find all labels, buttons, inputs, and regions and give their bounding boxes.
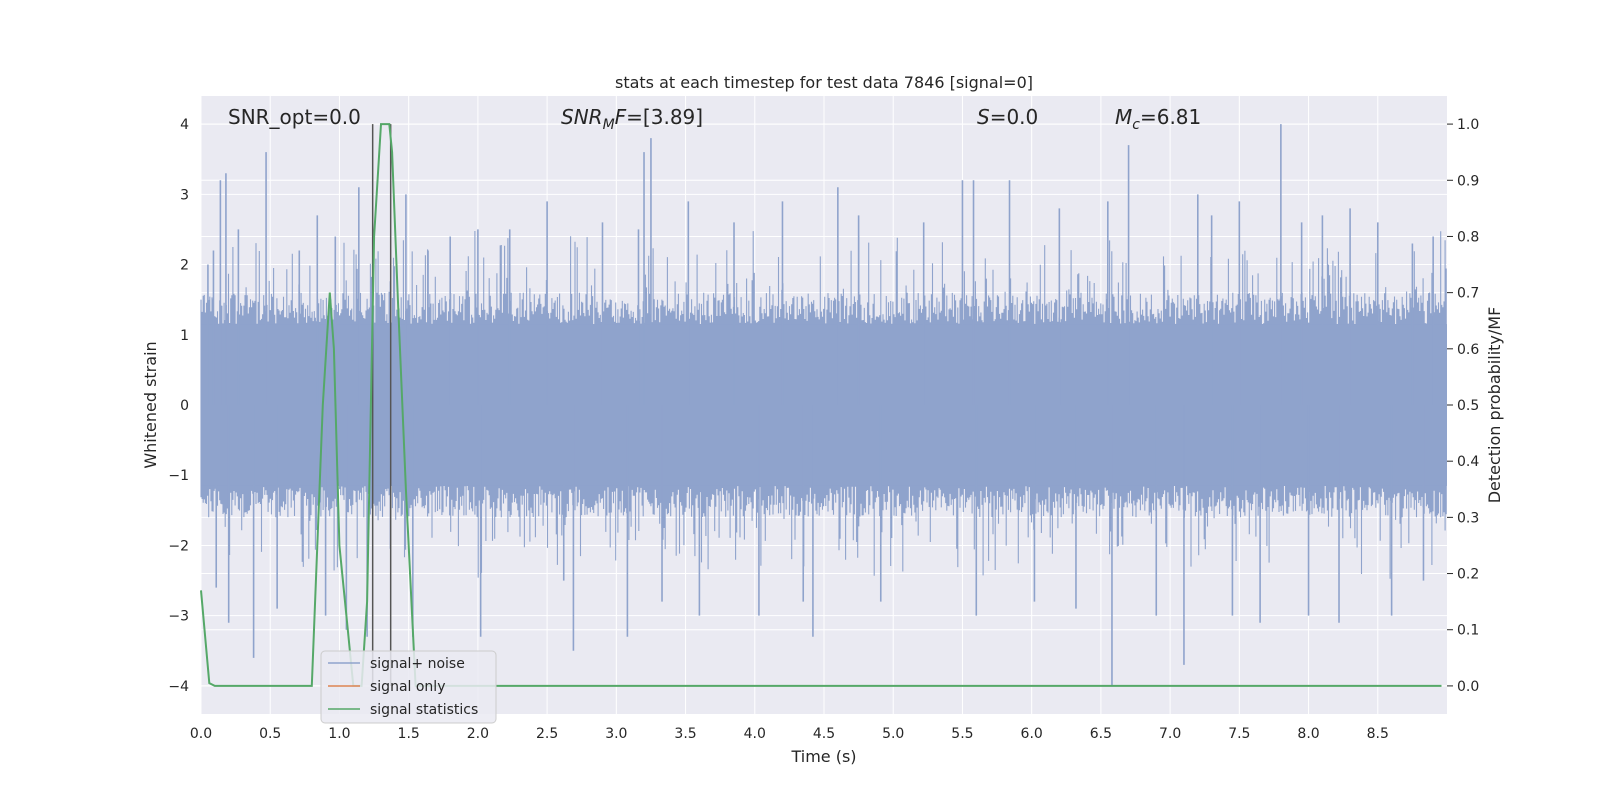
x-tick-label: 2.0 [467, 726, 489, 742]
legend-label-stats: signal statistics [370, 702, 478, 718]
y-right-tick-label: 0.6 [1457, 342, 1479, 358]
y-axis-label-right: Detection probability/MF [1485, 307, 1504, 504]
statistics-line [200, 123, 1442, 687]
x-tick-label: 1.5 [398, 726, 420, 742]
legend-label-noise: signal+ noise [370, 656, 465, 672]
chart-title: stats at each timestep for test data 784… [615, 73, 1033, 92]
s-rest: =0.0 [990, 105, 1039, 129]
signal-statistics-series [200, 123, 1442, 687]
s-main: S [977, 105, 990, 129]
x-axis-ticks: 0.0 0.5 1.0 1.5 2.0 2.5 3.0 3.5 4.0 4.5 5.0 5.5 6.0 6… [190, 726, 1389, 742]
x-tick-label: 0.0 [190, 726, 212, 742]
x-tick-label: 4.5 [813, 726, 835, 742]
annotation-snr-opt: SNR_opt=0.0 [228, 105, 361, 129]
y-right-tick-label: 0.7 [1457, 286, 1479, 302]
y-right-tick-label: 0.8 [1457, 229, 1479, 245]
x-tick-label: 3.0 [605, 726, 627, 742]
y-right-tick-label: 1.0 [1457, 117, 1479, 133]
y-right-tick-label: 0.3 [1457, 510, 1479, 526]
x-tick-label: 3.5 [674, 726, 696, 742]
y-tick-label: −2 [168, 538, 189, 554]
x-tick-label: 7.0 [1159, 726, 1181, 742]
left-axis-ticks: 4 3 2 1 0 −1 −2 −3 −4 [168, 117, 189, 695]
annotation-mc: Mc=6.81 [1115, 105, 1201, 133]
signal-noise-series [200, 124, 1447, 686]
x-tick-label: 6.0 [1021, 726, 1043, 742]
legend: signal+ noise signal only signal statist… [320, 650, 497, 724]
legend-label-signal: signal only [370, 679, 445, 695]
annotation-snr-mf: SNRMF=[3.89] [561, 105, 703, 133]
y-axis-label: Whitened strain [141, 341, 160, 468]
y-right-tick-label: 0.1 [1457, 623, 1479, 639]
x-tick-label: 2.5 [536, 726, 558, 742]
x-tick-label: 0.5 [259, 726, 281, 742]
right-axis-ticks: 1.0 0.9 0.8 0.7 0.6 0.5 0.4 0.3 0.2 0.1 0.0 [1447, 117, 1479, 695]
x-tick-label: 8.5 [1367, 726, 1389, 742]
y-tick-label: −3 [168, 609, 189, 625]
y-right-tick-label: 0.0 [1457, 679, 1479, 695]
x-tick-label: 7.5 [1228, 726, 1250, 742]
x-tick-label: 6.5 [1090, 726, 1112, 742]
annotation-s: S=0.0 [977, 105, 1038, 129]
x-tick-label: 4.0 [744, 726, 766, 742]
mc-rest: =6.81 [1140, 105, 1201, 129]
mc-sub: c [1132, 117, 1140, 133]
x-tick-label: 5.5 [951, 726, 973, 742]
y-tick-label: 4 [180, 117, 189, 133]
y-tick-label: 3 [180, 187, 189, 203]
y-tick-label: −4 [168, 679, 189, 695]
y-tick-label: 0 [180, 398, 189, 414]
legend-box [320, 650, 497, 724]
y-tick-label: −1 [168, 468, 189, 484]
y-right-tick-label: 0.5 [1457, 398, 1479, 414]
mc-main: M [1115, 105, 1132, 129]
x-tick-label: 8.0 [1297, 726, 1319, 742]
y-right-tick-label: 0.2 [1457, 567, 1479, 583]
vertical-markers [371, 124, 392, 686]
y-tick-label: 1 [180, 328, 189, 344]
x-axis-label: Time (s) [790, 747, 856, 766]
x-tick-label: 1.0 [328, 726, 350, 742]
snr-mf-main: SNR [561, 105, 603, 129]
y-right-tick-label: 0.4 [1457, 454, 1479, 470]
y-right-tick-label: 0.9 [1457, 173, 1479, 189]
snr-mf-mid: F [615, 105, 627, 129]
y-tick-label: 2 [180, 258, 189, 274]
snr-mf-sub: M [603, 117, 615, 133]
snr-mf-rest: =[3.89] [626, 105, 703, 129]
x-tick-label: 5.0 [882, 726, 904, 742]
